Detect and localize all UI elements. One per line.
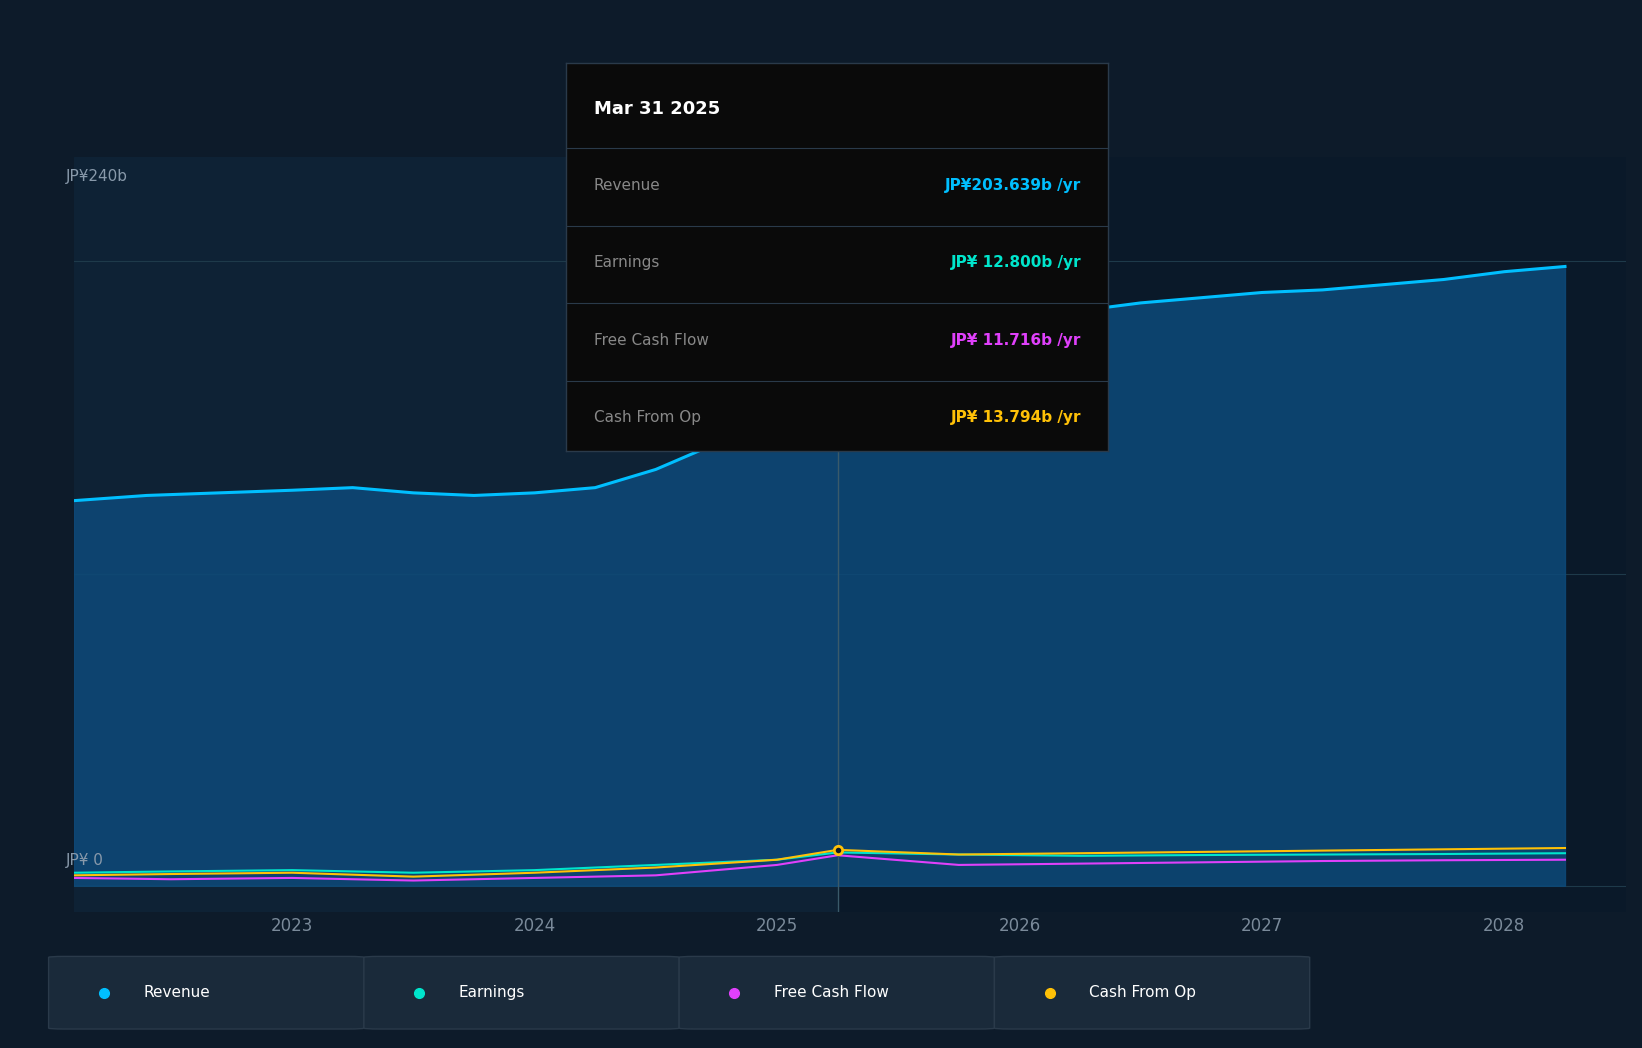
Text: JP¥203.639b /yr: JP¥203.639b /yr	[946, 177, 1080, 193]
FancyBboxPatch shape	[995, 957, 1310, 1029]
Text: Analysts Forecasts: Analysts Forecasts	[849, 178, 1018, 196]
Text: Free Cash Flow: Free Cash Flow	[773, 985, 888, 1000]
FancyBboxPatch shape	[680, 957, 995, 1029]
Bar	[74, 157, 837, 912]
Text: Revenue: Revenue	[594, 177, 660, 193]
Text: JP¥ 12.800b /yr: JP¥ 12.800b /yr	[951, 255, 1080, 270]
Text: Past: Past	[788, 178, 826, 196]
Text: Cash From Op: Cash From Op	[594, 410, 701, 425]
Text: JP¥ 0: JP¥ 0	[66, 853, 103, 868]
Text: Earnings: Earnings	[458, 985, 525, 1000]
Text: Mar 31 2025: Mar 31 2025	[594, 101, 719, 118]
Text: JP¥ 13.794b /yr: JP¥ 13.794b /yr	[951, 410, 1080, 425]
Text: Earnings: Earnings	[594, 255, 660, 270]
Text: JP¥ 11.716b /yr: JP¥ 11.716b /yr	[951, 332, 1080, 348]
FancyBboxPatch shape	[365, 957, 680, 1029]
Bar	[837, 157, 1626, 912]
Text: Free Cash Flow: Free Cash Flow	[594, 332, 708, 348]
Text: Revenue: Revenue	[143, 985, 210, 1000]
Text: JP¥240b: JP¥240b	[66, 169, 128, 183]
FancyBboxPatch shape	[49, 957, 365, 1029]
Text: Cash From Op: Cash From Op	[1089, 985, 1195, 1000]
